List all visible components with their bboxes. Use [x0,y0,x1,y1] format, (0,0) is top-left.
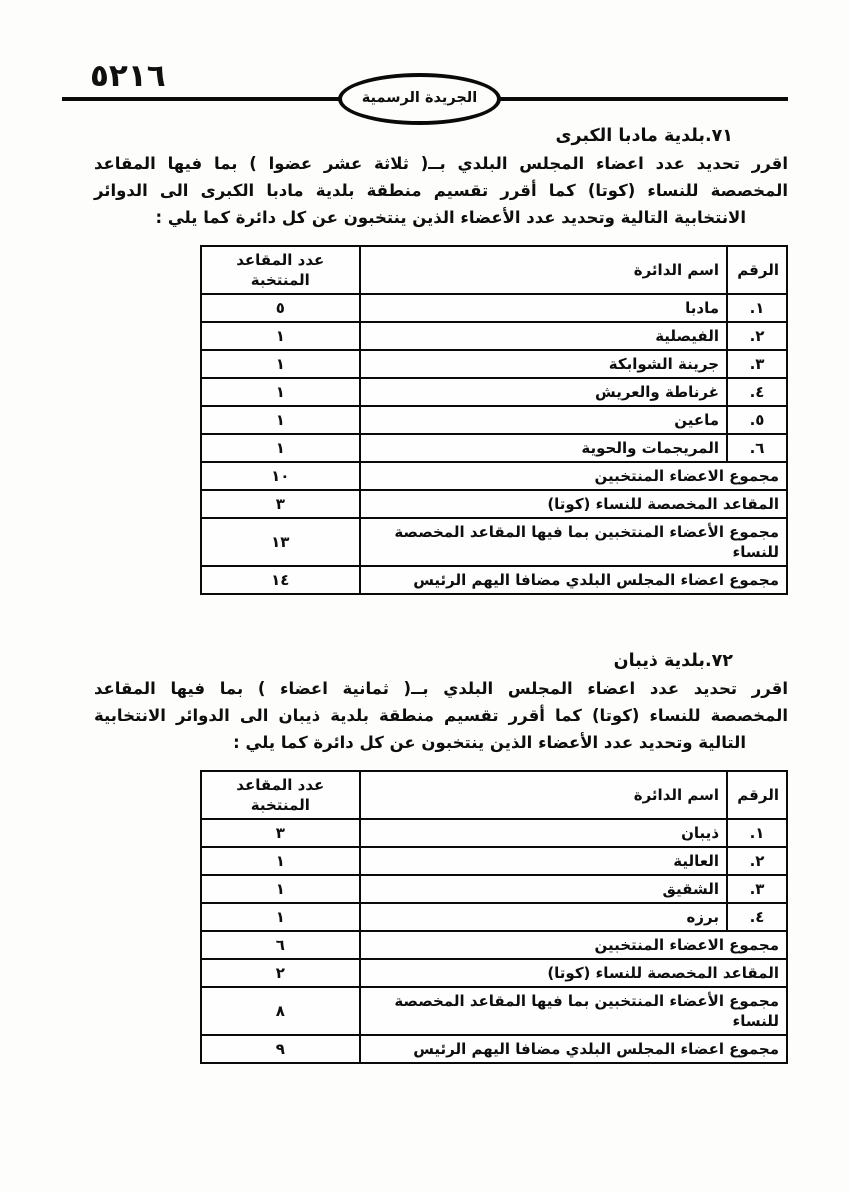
decree-paragraph-line: المخصصة للنساء (كوتا) كما أقرر تقسيم منط… [94,181,788,200]
summary-label-cell: مجموع اعضاء المجلس البلدي مضافا اليهم ال… [358,565,789,595]
table-row: ٤. غرناطة والعريش ١ [200,377,788,407]
seat-count-cell: ٥ [200,293,361,323]
section-spacer [94,595,788,651]
decree-paragraph-line: المخصصة للنساء (كوتا) كما أقرر تقسيم منط… [94,706,788,725]
summary-label-cell: المقاعد المخصصة للنساء (كوتا) [358,958,789,988]
row-number-cell: ٣. [726,874,788,904]
summary-label-cell: مجموع اعضاء المجلس البلدي مضافا اليهم ال… [358,1034,789,1064]
district-name-cell: برزه [358,902,729,932]
seat-count-cell: ١ [200,349,361,379]
table-row: ٥. ماعين ١ [200,405,788,435]
summary-value-cell: ١٤ [200,565,361,595]
gazette-seal: الجريدة الرسمية [338,73,501,125]
row-number-cell: ٦. [726,433,788,463]
table-row: ٦. المريجمات والحوية ١ [200,433,788,463]
seat-count-cell: ٣ [200,818,361,848]
section-madaba: ٧١.بلدية مادبا الكبرى اقرر تحديد عدد اعض… [94,126,789,595]
row-number-cell: ١. [726,293,788,323]
table-row: ٤. برزه ١ [200,902,788,932]
row-number-cell: ١. [726,818,788,848]
district-name-cell: الشقيق [358,874,729,904]
table-row: ٢. الفيصلية ١ [200,321,788,351]
table-row: ٣. جرينة الشوابكة ١ [200,349,788,379]
summary-label-cell: مجموع الاعضاء المنتخبين [358,461,789,491]
summary-row: المقاعد المخصصة للنساء (كوتا) ٣ [200,489,789,519]
summary-label-cell: مجموع الاعضاء المنتخبين [358,930,789,960]
summary-row: مجموع الأعضاء المنتخبين بما فيها المقاعد… [200,986,789,1036]
summary-value-cell: ١٣ [200,517,361,567]
table-row: ١. ذيبان ٣ [200,818,788,848]
summary-value-cell: ٢ [200,958,361,988]
summary-row: مجموع اعضاء المجلس البلدي مضافا اليهم ال… [200,565,789,595]
summary-row: مجموع الاعضاء المنتخبين ١٠ [200,461,789,491]
section-title: ٧١.بلدية مادبا الكبرى [555,126,733,146]
row-number-cell: ٣. [726,349,788,379]
district-name-cell: مادبا [358,293,729,323]
summary-row: المقاعد المخصصة للنساء (كوتا) ٢ [200,958,789,988]
district-name-cell: العالية [358,846,729,876]
seat-count-cell: ١ [200,874,361,904]
decree-paragraph-line: اقرر تحديد عدد اعضاء المجلس البلدي بــ( … [94,154,788,173]
summary-row: مجموع الأعضاء المنتخبين بما فيها المقاعد… [200,517,789,567]
section-dhiban: ٧٢.بلدية ذيبان اقرر تحديد عدد اعضاء المج… [94,651,789,1064]
seat-count-cell: ١ [200,321,361,351]
seat-count-cell: ١ [200,377,361,407]
header-district-name: اسم الدائرة [358,245,729,295]
summary-label-cell: مجموع الأعضاء المنتخبين بما فيها المقاعد… [358,986,789,1036]
districts-table-madaba: الرقم اسم الدائرة عدد المقاعد المنتخبة ١… [200,245,789,595]
gazette-title: الجريدة الرسمية [361,90,478,106]
district-name-cell: ذيبان [358,818,729,848]
row-number-cell: ٢. [726,321,788,351]
table-row: ٢. العالية ١ [200,846,788,876]
seat-count-cell: ١ [200,405,361,435]
header-number: الرقم [726,770,788,820]
district-name-cell: المريجمات والحوية [358,433,729,463]
districts-table-dhiban: الرقم اسم الدائرة عدد المقاعد المنتخبة ١… [200,770,789,1064]
row-number-cell: ٤. [726,377,788,407]
table-row: ٣. الشقيق ١ [200,874,788,904]
summary-value-cell: ٩ [200,1034,361,1064]
decree-paragraph-line: الانتخابية التالية وتحديد عدد الأعضاء ال… [155,208,746,227]
decree-paragraph-line: اقرر تحديد عدد اعضاء المجلس البلدي بــ( … [94,679,788,698]
seat-count-cell: ١ [200,846,361,876]
summary-value-cell: ٦ [200,930,361,960]
summary-row: مجموع اعضاء المجلس البلدي مضافا اليهم ال… [200,1034,789,1064]
seat-count-cell: ١ [200,433,361,463]
summary-value-cell: ٨ [200,986,361,1036]
header-district-name: اسم الدائرة [358,770,729,820]
summary-label-cell: المقاعد المخصصة للنساء (كوتا) [358,489,789,519]
page-number: ٥٢١٦ [90,58,166,94]
row-number-cell: ٥. [726,405,788,435]
row-number-cell: ٢. [726,846,788,876]
district-name-cell: جرينة الشوابكة [358,349,729,379]
header-elected-seats: عدد المقاعد المنتخبة [200,245,361,295]
district-name-cell: ماعين [358,405,729,435]
row-number-cell: ٤. [726,902,788,932]
summary-label-cell: مجموع الأعضاء المنتخبين بما فيها المقاعد… [358,517,789,567]
document-body: ٧١.بلدية مادبا الكبرى اقرر تحديد عدد اعض… [94,126,789,1064]
header-number: الرقم [726,245,788,295]
table-row: ١. مادبا ٥ [200,293,788,323]
summary-value-cell: ٣ [200,489,361,519]
seat-count-cell: ١ [200,902,361,932]
district-name-cell: غرناطة والعريش [358,377,729,407]
header-elected-seats: عدد المقاعد المنتخبة [200,770,361,820]
summary-value-cell: ١٠ [200,461,361,491]
section-title: ٧٢.بلدية ذيبان [613,651,733,671]
decree-paragraph-line: التالية وتحديد عدد الأعضاء الذين ينتخبون… [233,733,746,752]
summary-row: مجموع الاعضاء المنتخبين ٦ [200,930,789,960]
district-name-cell: الفيصلية [358,321,729,351]
table-header-row: الرقم اسم الدائرة عدد المقاعد المنتخبة [200,245,788,295]
table-header-row: الرقم اسم الدائرة عدد المقاعد المنتخبة [200,770,788,820]
